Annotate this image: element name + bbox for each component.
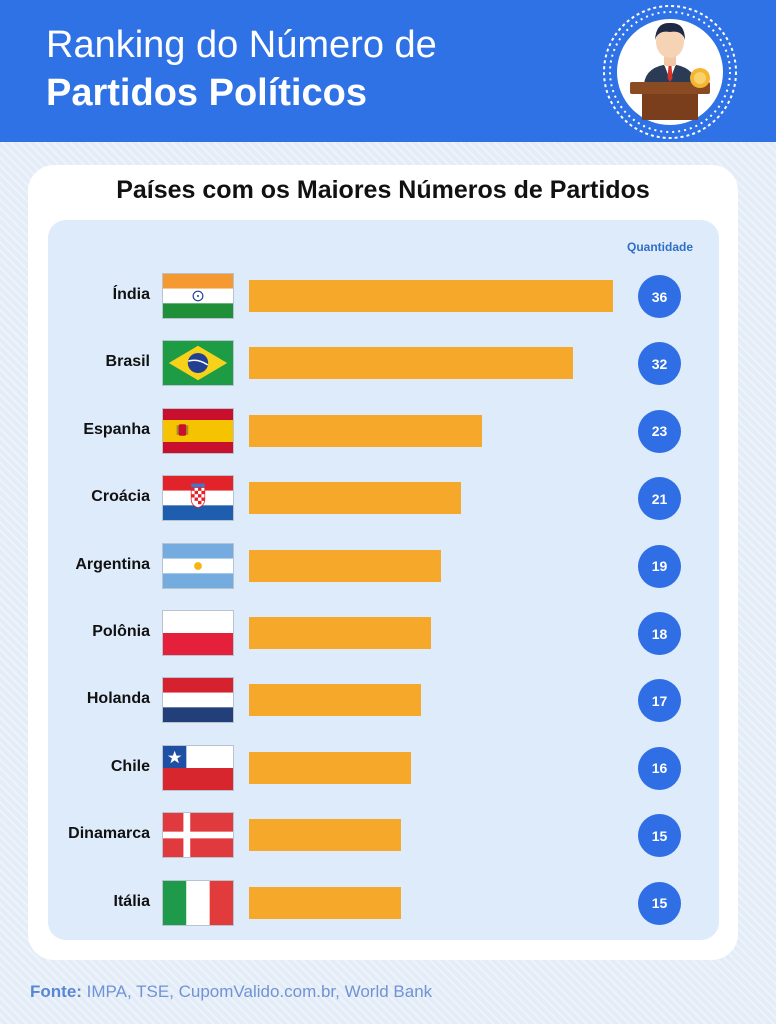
category-label: Croácia xyxy=(91,488,150,506)
bar-row-1 xyxy=(249,347,573,380)
bar-row-6 xyxy=(249,684,421,717)
poland-flag-icon xyxy=(162,610,234,656)
bar-row-9 xyxy=(249,886,401,919)
bar-row-3 xyxy=(249,482,462,515)
bar-row-7 xyxy=(249,751,411,784)
croatia-flag-icon xyxy=(162,475,234,522)
chile-flag-icon xyxy=(162,744,234,791)
source-label: Fonte: xyxy=(30,982,82,1001)
source-note: Fonte: IMPA, TSE, CupomValido.com.br, Wo… xyxy=(30,982,432,1002)
politician-at-podium-icon xyxy=(603,5,737,139)
category-label: Índia xyxy=(112,286,150,303)
category-label: Dinamarca xyxy=(68,825,150,843)
value-label: 15 xyxy=(638,881,681,925)
category-label: Chile xyxy=(110,757,150,775)
bar-row-2 xyxy=(249,414,482,447)
category-label: Brasil xyxy=(105,353,150,371)
page-title-line2: Partidos Políticos xyxy=(46,72,367,114)
brazil-flag-icon xyxy=(162,340,234,387)
bar-row-5 xyxy=(249,617,431,649)
bar-row-4 xyxy=(249,549,442,582)
page-title-line1: Ranking do Número de xyxy=(46,24,437,66)
value-label: 16 xyxy=(638,746,681,790)
value-label: 32 xyxy=(638,342,681,386)
value-label: 15 xyxy=(638,814,681,858)
chart-title: Países com os Maiores Números de Partido… xyxy=(116,176,650,204)
value-label: 18 xyxy=(638,612,681,655)
category-label: Espanha xyxy=(83,420,150,438)
category-label: Itália xyxy=(113,892,150,910)
quantity-column-header: Quantidade xyxy=(626,240,693,254)
value-label: 21 xyxy=(638,477,681,521)
category-label: Holanda xyxy=(86,690,150,708)
denmark-flag-icon xyxy=(162,812,234,859)
argentina-flag-icon xyxy=(162,542,234,589)
category-label: Polônia xyxy=(92,623,150,640)
category-label: Argentina xyxy=(75,555,150,573)
india-flag-icon xyxy=(162,273,234,319)
italy-flag-icon xyxy=(162,879,234,926)
header-banner: Ranking do Número de Partidos Políticos xyxy=(0,0,776,142)
netherlands-flag-icon xyxy=(162,677,234,724)
value-label: 36 xyxy=(638,275,681,318)
bar-row-8 xyxy=(249,819,401,852)
value-label: 23 xyxy=(638,409,681,453)
bar-row-0 xyxy=(249,280,613,312)
value-label: 19 xyxy=(638,544,681,588)
value-label: 17 xyxy=(638,679,681,723)
spain-flag-icon xyxy=(162,407,234,454)
source-text: IMPA, TSE, CupomValido.com.br, World Ban… xyxy=(81,982,433,1001)
